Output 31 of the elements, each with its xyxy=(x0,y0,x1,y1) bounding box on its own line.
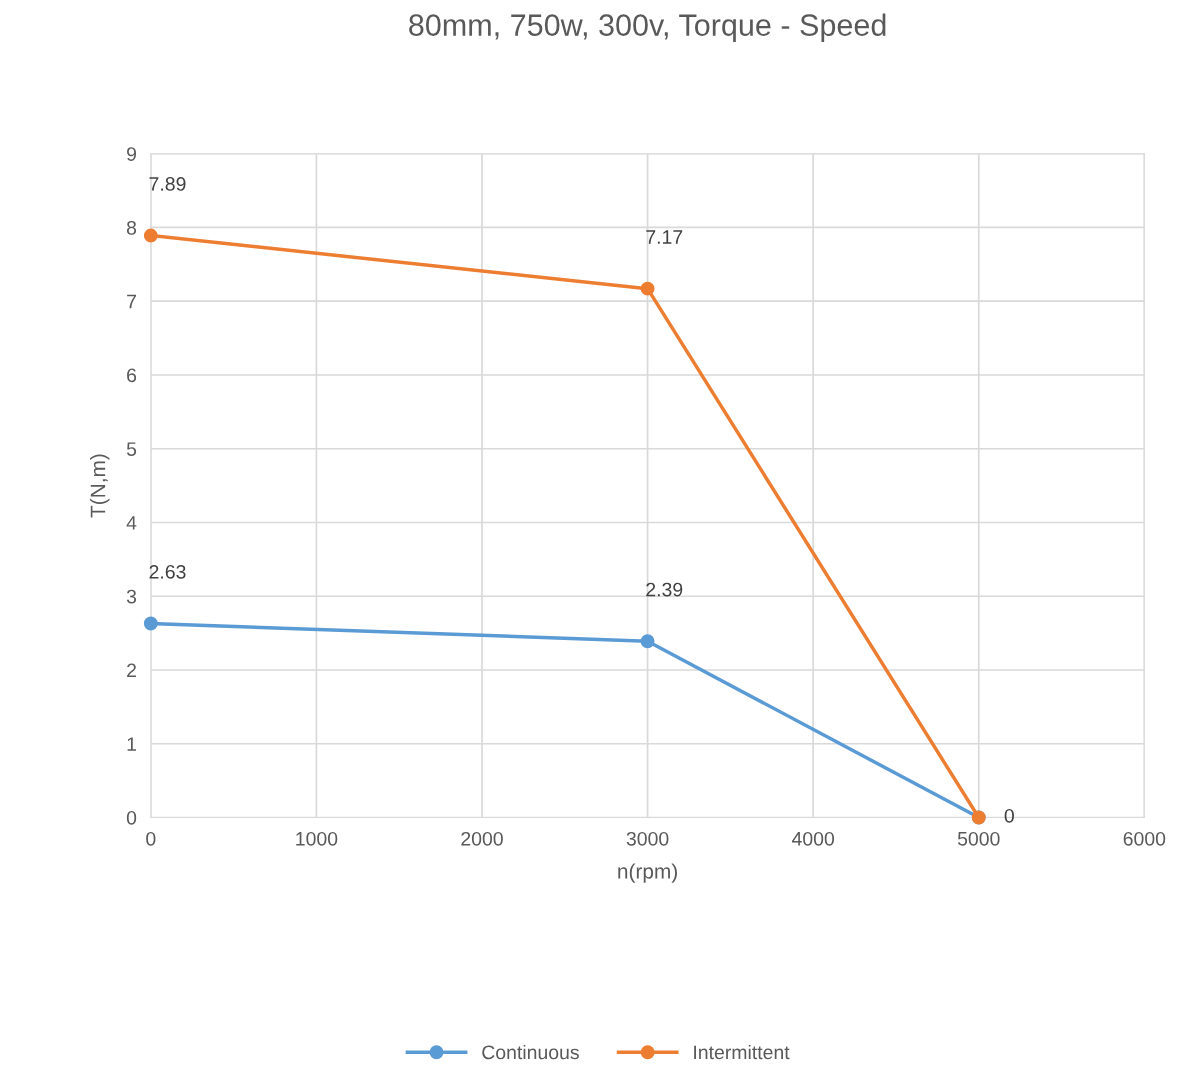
chart-title: 80mm, 750w, 300v, Torque - Speed xyxy=(409,13,886,42)
data-label: 2.63 xyxy=(149,564,186,579)
y-tick-label: 0 xyxy=(126,810,137,825)
y-tick-label: 3 xyxy=(126,589,137,604)
y-tick-label: 1 xyxy=(127,737,136,751)
data-label: 7.17 xyxy=(646,230,683,244)
y-tick-label: 7 xyxy=(127,294,136,309)
data-label: 2.39 xyxy=(646,582,683,597)
y-tick-label: 5 xyxy=(126,442,137,456)
x-tick-label: 3000 xyxy=(626,831,669,846)
legend-label: Intermittent xyxy=(694,1044,790,1060)
x-axis-title: n(rpm) xyxy=(618,863,677,883)
x-tick-label: 4000 xyxy=(791,831,835,846)
point xyxy=(143,616,158,631)
x-tick-label: 0 xyxy=(146,831,156,846)
point xyxy=(640,634,655,649)
data-label: 0 xyxy=(1004,808,1014,823)
point xyxy=(143,228,158,243)
x-tick-label: 6000 xyxy=(1123,831,1166,846)
y-axis-title: T(N,m) xyxy=(90,454,110,518)
x-tick-label: 5000 xyxy=(957,831,1000,846)
y-tick-label: 2 xyxy=(127,663,136,678)
y-tick-label: 4 xyxy=(126,516,137,530)
data-label: 7.89 xyxy=(149,177,186,191)
y-tick-label: 8 xyxy=(126,220,137,235)
y-tick-label: 9 xyxy=(127,147,137,161)
point xyxy=(640,281,655,296)
y-tick-label: 6 xyxy=(127,368,137,383)
legend-label: Continuous xyxy=(482,1044,579,1060)
x-tick-label: 1000 xyxy=(296,831,338,846)
x-tick-label: 2000 xyxy=(461,831,503,846)
